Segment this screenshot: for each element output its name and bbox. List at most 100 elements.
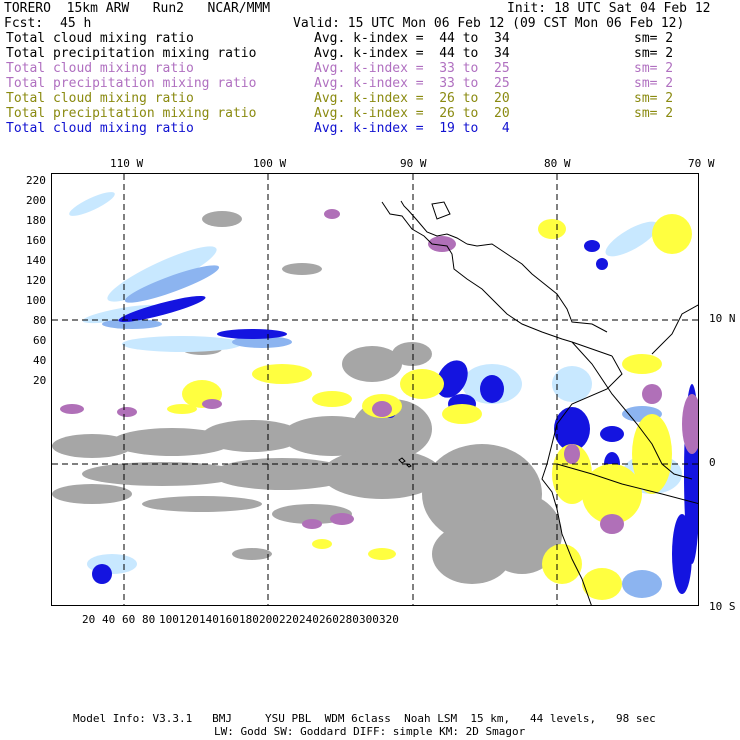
y-grid-tick-label: 200 — [26, 194, 46, 207]
lat-label-10s: 10 S — [709, 600, 736, 613]
dark-blue-convective-cloud — [672, 514, 692, 594]
light-blue-cloud — [107, 246, 217, 302]
purple-cloud-region — [202, 399, 222, 409]
border-north — [651, 304, 698, 355]
x-grid-tick-label: 60 — [122, 613, 136, 626]
purple-cloud-region — [302, 519, 322, 529]
model-info-line1: Model Info: V3.3.1 BMJ YSU PBL WDM 6clas… — [73, 712, 656, 725]
y-grid-tick-label: 160 — [26, 234, 46, 247]
lat-label-10n: 10 N — [709, 312, 736, 325]
stratocumulus-gray-cloud — [282, 263, 322, 275]
dark-blue-convective-cloud — [600, 426, 624, 442]
y-grid-tick-label: 20 — [33, 374, 47, 387]
yellow-precipitation — [252, 364, 312, 384]
model-info-line2: LW: Godd SW: Goddard DIFF: simple KM: 2D… — [214, 725, 526, 738]
stratocumulus-gray-cloud — [432, 524, 512, 584]
yellow-precipitation — [442, 404, 482, 424]
legend-smoothing: sm= 2 — [634, 31, 674, 46]
legend-field-name: Total cloud mixing ratio — [6, 61, 194, 76]
lon-label-90w: 90 W — [400, 157, 427, 170]
lon-label-80w: 80 W — [544, 157, 571, 170]
legend-k-index: Avg. k-index = 44 to 34 — [314, 46, 510, 61]
caribbean-coastline — [466, 243, 608, 333]
yellow-precipitation — [552, 444, 592, 504]
forecast-hours: 45 h — [60, 16, 92, 31]
legend-k-index: Avg. k-index = 44 to 34 — [314, 31, 510, 46]
stratocumulus-gray-cloud — [52, 434, 132, 458]
stratocumulus-gray-cloud — [212, 458, 352, 490]
andes-border — [571, 341, 693, 480]
legend-line: Total precipitation mixing ratio Avg. k-i… — [6, 106, 736, 121]
yellow-precipitation — [582, 568, 622, 600]
lon-label-100w: 100 W — [253, 157, 287, 170]
dark-blue-convective-cloud — [596, 258, 608, 270]
dark-blue-convective-cloud — [554, 407, 590, 451]
lon-label-70w: 70 W — [688, 157, 715, 170]
y-grid-tick-label: 60 — [33, 334, 47, 347]
medium-blue-cloud — [102, 319, 162, 329]
purple-cloud-region — [642, 384, 662, 404]
x-grid-tick-label: 300 — [359, 613, 379, 626]
x-grid-tick-label: 180 — [239, 613, 259, 626]
legend-smoothing: sm= 2 — [634, 76, 674, 91]
light-blue-cloud — [69, 192, 115, 216]
stratocumulus-gray-cloud — [322, 449, 442, 499]
yellow-precipitation — [622, 354, 662, 374]
galapagos-islands — [398, 457, 412, 468]
legend-line: Total cloud mixing ratio Avg. k-index = 3… — [6, 61, 736, 76]
legend-line: Total cloud mixing ratio Avg. k-index = 2… — [6, 91, 736, 106]
stratocumulus-gray-cloud — [232, 548, 272, 560]
legend-smoothing: sm= 2 — [634, 46, 674, 61]
x-grid-tick-label: 100 — [159, 613, 179, 626]
yellow-precipitation — [400, 369, 444, 399]
purple-cloud-region — [60, 404, 84, 414]
dark-blue-convective-cloud — [584, 240, 600, 252]
legend-line: Total cloud mixing ratio Avg. k-index = 4… — [6, 31, 736, 46]
legend-field-name: Total precipitation mixing ratio — [6, 46, 257, 61]
purple-cloud-region — [372, 401, 392, 417]
medium-blue-cloud — [232, 336, 292, 348]
stratocumulus-gray-cloud — [112, 428, 232, 456]
legend-smoothing: sm= 2 — [634, 106, 674, 121]
stratocumulus-gray-cloud — [82, 462, 242, 486]
stratocumulus-gray-cloud — [202, 420, 302, 452]
dark-blue-convective-cloud — [217, 329, 287, 339]
legend-line: Total cloud mixing ratio Avg. k-index = 1… — [6, 121, 736, 136]
lat-label-eq: 0 — [709, 456, 716, 469]
purple-cloud-region — [600, 514, 624, 534]
legend-k-index: Avg. k-index = 19 to 4 — [314, 121, 510, 136]
model-title: TORERO 15km ARW Run2 NCAR/MMM — [4, 1, 271, 16]
yellow-precipitation — [538, 219, 566, 239]
south-america-coastline — [541, 355, 623, 605]
legend-k-index: Avg. k-index = 26 to 20 — [314, 91, 510, 106]
x-grid-tick-label: 280 — [339, 613, 359, 626]
central-america-coastline — [381, 201, 613, 357]
legend-field-name: Total cloud mixing ratio — [6, 31, 194, 46]
y-grid-tick-label: 80 — [33, 314, 47, 327]
lon-label-110w: 110 W — [110, 157, 144, 170]
x-grid-tick-label: 260 — [319, 613, 339, 626]
dark-blue-convective-cloud — [118, 295, 206, 323]
yellow-precipitation — [368, 548, 396, 560]
x-grid-tick-label: 220 — [279, 613, 299, 626]
legend-line: Total precipitation mixing ratio Avg. k-i… — [6, 76, 736, 91]
legend-k-index: Avg. k-index = 33 to 25 — [314, 61, 510, 76]
yellow-precipitation — [167, 404, 197, 414]
light-blue-cloud — [122, 336, 242, 352]
stratocumulus-gray-cloud — [202, 211, 242, 227]
x-grid-tick-label: 160 — [219, 613, 239, 626]
x-grid-tick-label: 80 — [142, 613, 156, 626]
legend-field-name: Total cloud mixing ratio — [6, 121, 194, 136]
purple-cloud-region — [564, 444, 580, 464]
yellow-precipitation — [632, 414, 672, 494]
stratocumulus-gray-cloud — [392, 342, 432, 366]
legend-field-name: Total precipitation mixing ratio — [6, 76, 257, 91]
lake-outline — [431, 201, 451, 220]
legend-k-index: Avg. k-index = 33 to 25 — [314, 76, 510, 91]
y-grid-tick-label: 120 — [26, 274, 46, 287]
stratocumulus-gray-cloud — [52, 484, 132, 504]
x-grid-tick-label: 200 — [259, 613, 279, 626]
map-panel — [51, 173, 699, 606]
legend-line: Total precipitation mixing ratio Avg. k-i… — [6, 46, 736, 61]
legend-field-name: Total cloud mixing ratio — [6, 91, 194, 106]
